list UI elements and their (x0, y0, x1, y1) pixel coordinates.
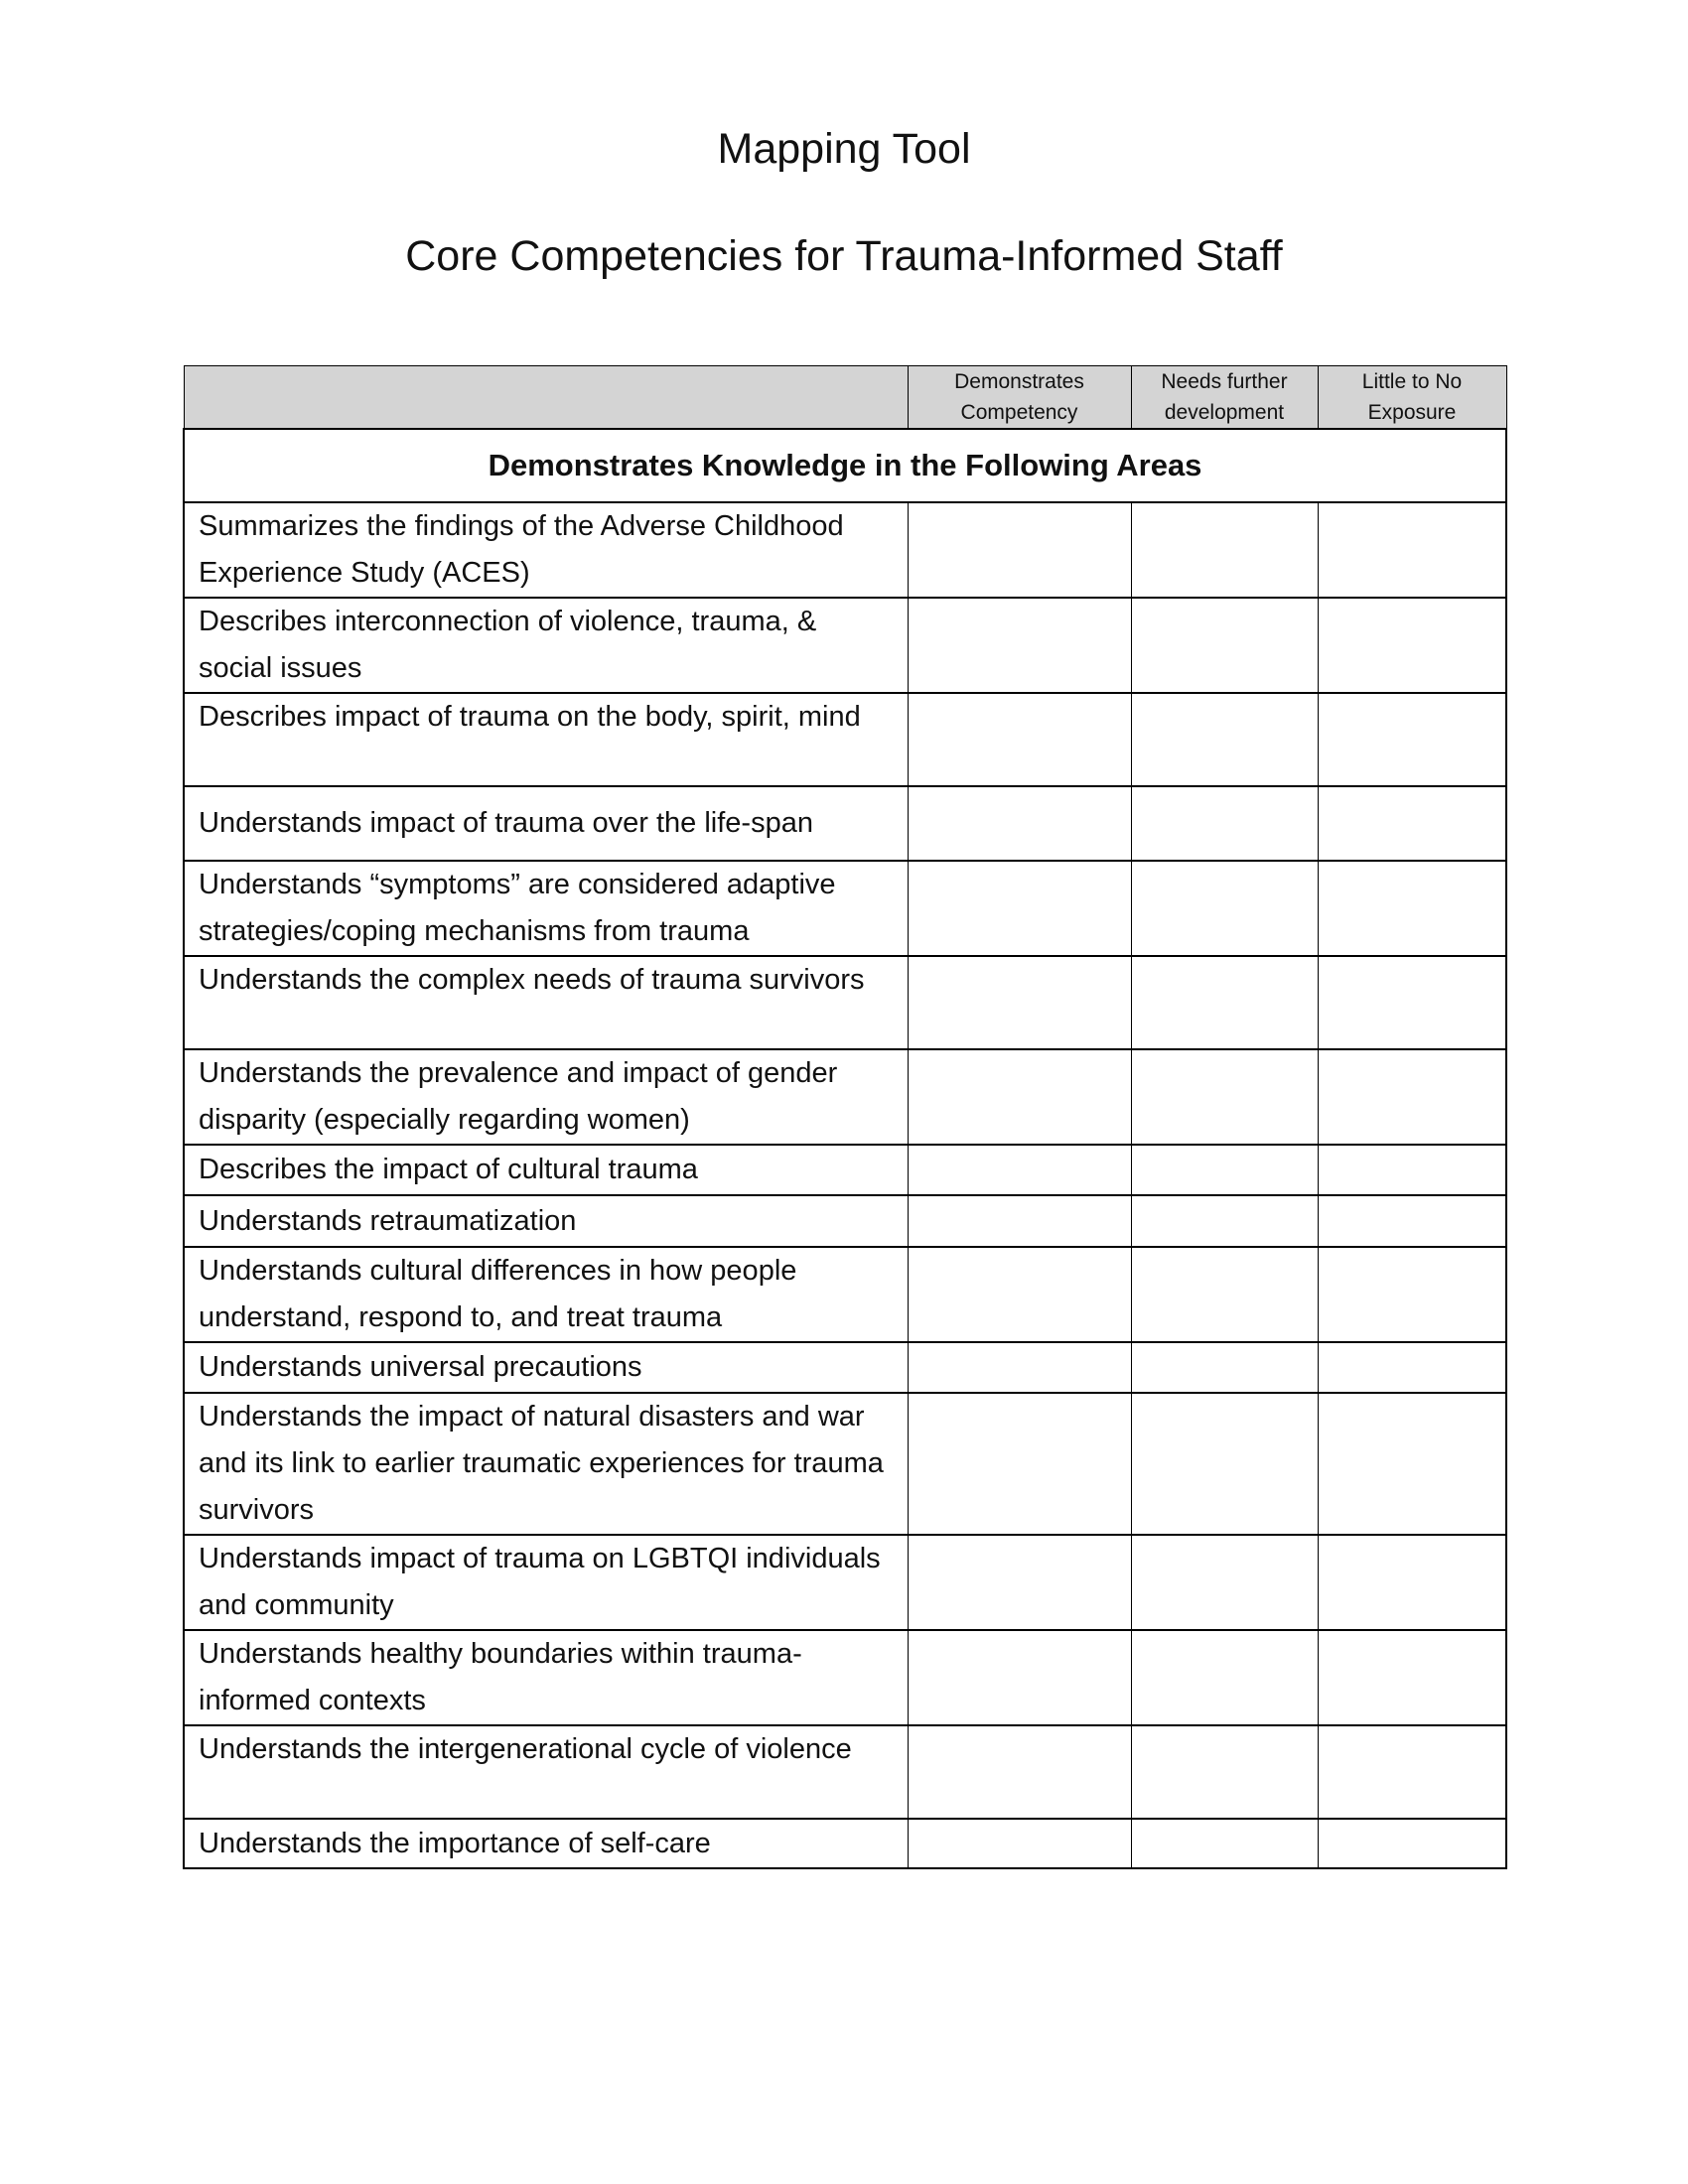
rating-cell-needs-further-development[interactable] (1130, 1194, 1319, 1248)
rating-cell-demonstrates-competency[interactable] (907, 1534, 1132, 1631)
rating-cell-needs-further-development[interactable] (1130, 1246, 1319, 1343)
rating-cell-little-to-no-exposure[interactable] (1317, 1194, 1507, 1248)
competency-label: Understands the intergenerational cycle … (183, 1724, 909, 1820)
rating-cell-needs-further-development[interactable] (1130, 1392, 1319, 1536)
rating-cell-little-to-no-exposure[interactable] (1317, 501, 1507, 599)
rating-cell-little-to-no-exposure[interactable] (1317, 1629, 1507, 1726)
column-header-little-to-no-exposure: Little to No Exposure (1317, 365, 1507, 430)
column-header-needs-further-development: Needs further development (1130, 365, 1319, 430)
table-row: Understands the complex needs of trauma … (183, 955, 1507, 1050)
table-row: Describes interconnection of violence, t… (183, 597, 1507, 694)
rating-cell-demonstrates-competency[interactable] (907, 1341, 1132, 1394)
table-row: Understands the prevalence and impact of… (183, 1048, 1507, 1146)
competency-label: Understands the complex needs of trauma … (183, 955, 909, 1050)
competency-label: Understands cultural differences in how … (183, 1246, 909, 1343)
rating-cell-little-to-no-exposure[interactable] (1317, 1392, 1507, 1536)
rating-cell-little-to-no-exposure[interactable] (1317, 692, 1507, 787)
table-row: Understands universal precautions (183, 1341, 1507, 1394)
competency-label: Understands the importance of self-care (183, 1818, 909, 1869)
rating-cell-needs-further-development[interactable] (1130, 692, 1319, 787)
rating-cell-demonstrates-competency[interactable] (907, 1144, 1132, 1196)
rating-cell-little-to-no-exposure[interactable] (1317, 1724, 1507, 1820)
rating-cell-needs-further-development[interactable] (1130, 860, 1319, 957)
rating-cell-demonstrates-competency[interactable] (907, 597, 1132, 694)
table-row: Understands retraumatization (183, 1194, 1507, 1248)
table-row: Describes the impact of cultural trauma (183, 1144, 1507, 1196)
section-heading: Demonstrates Knowledge in the Following … (183, 428, 1507, 503)
rating-cell-demonstrates-competency[interactable] (907, 1246, 1132, 1343)
competency-label: Understands impact of trauma over the li… (183, 785, 909, 862)
competency-table: Demonstrates Competency Needs further de… (183, 365, 1507, 1869)
column-header-item (183, 365, 909, 430)
rating-cell-little-to-no-exposure[interactable] (1317, 1818, 1507, 1869)
rating-cell-demonstrates-competency[interactable] (907, 955, 1132, 1050)
rating-cell-demonstrates-competency[interactable] (907, 1392, 1132, 1536)
rating-cell-demonstrates-competency[interactable] (907, 1048, 1132, 1146)
rating-cell-demonstrates-competency[interactable] (907, 1818, 1132, 1869)
rating-cell-little-to-no-exposure[interactable] (1317, 1341, 1507, 1394)
rating-cell-needs-further-development[interactable] (1130, 1629, 1319, 1726)
header-row: Demonstrates Competency Needs further de… (183, 365, 1507, 430)
page-title: Mapping Tool (717, 125, 971, 173)
rating-cell-demonstrates-competency[interactable] (907, 860, 1132, 957)
competency-label: Understands retraumatization (183, 1194, 909, 1248)
table-row: Understands “symptoms” are considered ad… (183, 860, 1507, 957)
rating-cell-needs-further-development[interactable] (1130, 955, 1319, 1050)
rating-cell-little-to-no-exposure[interactable] (1317, 1534, 1507, 1631)
rating-cell-demonstrates-competency[interactable] (907, 501, 1132, 599)
table-row: Summarizes the findings of the Adverse C… (183, 501, 1507, 599)
rating-cell-little-to-no-exposure[interactable] (1317, 1246, 1507, 1343)
rating-cell-little-to-no-exposure[interactable] (1317, 955, 1507, 1050)
competency-label: Understands “symptoms” are considered ad… (183, 860, 909, 957)
rating-cell-needs-further-development[interactable] (1130, 1534, 1319, 1631)
table-row: Understands cultural differences in how … (183, 1246, 1507, 1343)
competency-label: Understands impact of trauma on LGBTQI i… (183, 1534, 909, 1631)
competency-label: Describes the impact of cultural trauma (183, 1144, 909, 1196)
competency-label: Describes interconnection of violence, t… (183, 597, 909, 694)
competency-label: Understands the impact of natural disast… (183, 1392, 909, 1536)
competency-label: Understands healthy boundaries within tr… (183, 1629, 909, 1726)
rating-cell-needs-further-development[interactable] (1130, 1818, 1319, 1869)
rating-cell-demonstrates-competency[interactable] (907, 692, 1132, 787)
rating-cell-little-to-no-exposure[interactable] (1317, 785, 1507, 862)
table-row: Describes impact of trauma on the body, … (183, 692, 1507, 787)
rating-cell-needs-further-development[interactable] (1130, 1341, 1319, 1394)
rating-cell-needs-further-development[interactable] (1130, 501, 1319, 599)
rating-cell-demonstrates-competency[interactable] (907, 785, 1132, 862)
rating-cell-needs-further-development[interactable] (1130, 597, 1319, 694)
rating-cell-demonstrates-competency[interactable] (907, 1194, 1132, 1248)
page-subtitle: Core Competencies for Trauma-Informed St… (405, 232, 1283, 280)
rating-cell-little-to-no-exposure[interactable] (1317, 860, 1507, 957)
table-row: Understands the intergenerational cycle … (183, 1724, 1507, 1820)
competency-label: Understands the prevalence and impact of… (183, 1048, 909, 1146)
table-row: Understands the impact of natural disast… (183, 1392, 1507, 1536)
rating-cell-needs-further-development[interactable] (1130, 785, 1319, 862)
rating-cell-needs-further-development[interactable] (1130, 1144, 1319, 1196)
rating-cell-demonstrates-competency[interactable] (907, 1629, 1132, 1726)
rating-cell-little-to-no-exposure[interactable] (1317, 1144, 1507, 1196)
rating-cell-little-to-no-exposure[interactable] (1317, 1048, 1507, 1146)
rating-cell-demonstrates-competency[interactable] (907, 1724, 1132, 1820)
table-row: Understands healthy boundaries within tr… (183, 1629, 1507, 1726)
table-row: Understands impact of trauma on LGBTQI i… (183, 1534, 1507, 1631)
competency-label: Describes impact of trauma on the body, … (183, 692, 909, 787)
competency-label: Summarizes the findings of the Adverse C… (183, 501, 909, 599)
competency-label: Understands universal precautions (183, 1341, 909, 1394)
column-header-demonstrates-competency: Demonstrates Competency (907, 365, 1132, 430)
rating-cell-little-to-no-exposure[interactable] (1317, 597, 1507, 694)
table-row: Understands the importance of self-care (183, 1818, 1507, 1869)
table-row: Understands impact of trauma over the li… (183, 785, 1507, 862)
rating-cell-needs-further-development[interactable] (1130, 1724, 1319, 1820)
rating-cell-needs-further-development[interactable] (1130, 1048, 1319, 1146)
section-heading-row: Demonstrates Knowledge in the Following … (183, 428, 1507, 503)
